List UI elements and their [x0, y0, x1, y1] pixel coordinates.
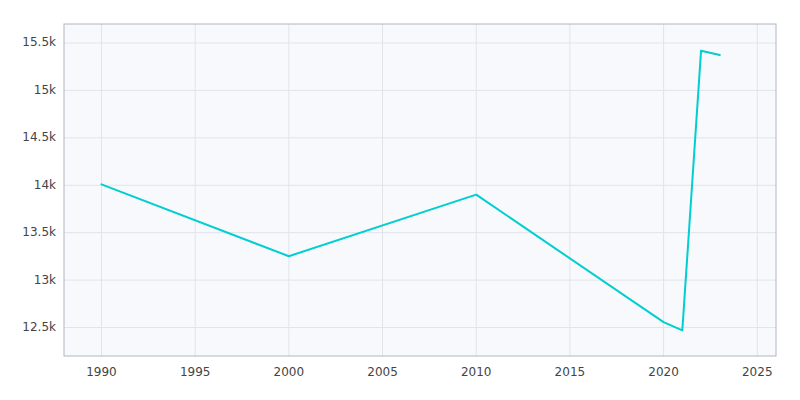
x-tick-label: 2020 — [648, 365, 679, 379]
y-tick-label: 14.5k — [22, 130, 56, 144]
y-tick-label: 15k — [34, 83, 56, 97]
x-tick-label: 2015 — [555, 365, 586, 379]
plot-background — [64, 24, 776, 356]
chart-container: 12.5k 13k 13.5k 14k 14.5k 15k 15.5k 1990 1995 200… — [0, 0, 800, 400]
y-tick-label: 13.5k — [22, 225, 56, 239]
y-grid-line — [64, 232, 776, 233]
x-tick-label: 2005 — [367, 365, 398, 379]
x-grid-line — [195, 24, 196, 356]
y-grid-line — [64, 90, 776, 91]
y-grid-line — [64, 185, 776, 186]
y-tick-label: 14k — [34, 178, 56, 192]
y-tick-label: 15.5k — [22, 35, 56, 49]
x-tick-label: 1990 — [86, 365, 117, 379]
chart: 12.5k 13k 13.5k 14k 14.5k 15k 15.5k 1990 1995 200… — [0, 0, 800, 400]
x-grid-line — [101, 24, 102, 356]
y-tick-label: 13k — [34, 273, 56, 287]
y-grid-line — [64, 280, 776, 281]
x-grid-line — [476, 24, 477, 356]
x-tick-label: 2000 — [274, 365, 305, 379]
y-grid-line — [64, 327, 776, 328]
x-tick-label: 2010 — [461, 365, 492, 379]
x-grid-line — [663, 24, 664, 356]
line — [101, 51, 719, 331]
plot-frame — [64, 24, 776, 356]
y-grid-line — [64, 137, 776, 138]
x-grid-line — [757, 24, 758, 356]
axes: 12.5k 13k 13.5k 14k 14.5k 15k 15.5k 1990 1995 200… — [22, 35, 772, 379]
x-grid-line — [569, 24, 570, 356]
x-grid-line — [382, 24, 383, 356]
x-tick-label: 2025 — [742, 365, 773, 379]
grid — [64, 24, 776, 356]
y-grid-line — [64, 42, 776, 43]
y-tick-label: 12.5k — [22, 320, 56, 334]
x-grid-line — [288, 24, 289, 356]
x-tick-label: 1995 — [180, 365, 211, 379]
data-layer — [101, 51, 719, 331]
